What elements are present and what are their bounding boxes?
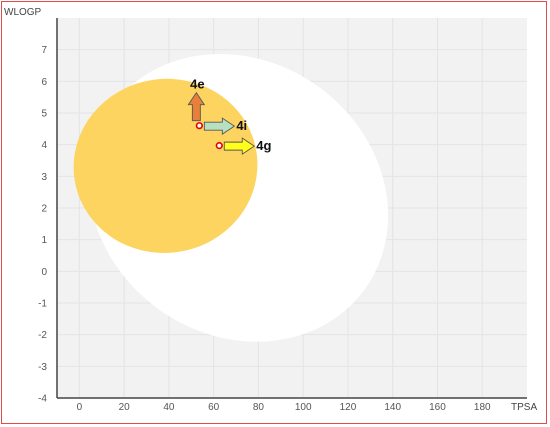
data-point: [215, 142, 223, 150]
point-label-4i: 4i: [236, 118, 247, 133]
y-tick-label: 5: [41, 109, 47, 120]
arrow-4g: [223, 137, 256, 155]
point-labels: 4e 4i 4g: [190, 77, 271, 153]
x-tick-label: 180: [474, 402, 491, 413]
x-tick-label: 100: [295, 402, 312, 413]
y-tick-label: 0: [41, 267, 47, 278]
y-tick-label: -3: [38, 362, 47, 373]
y-tick-label: -4: [38, 394, 47, 405]
y-tick-label: 6: [41, 77, 47, 88]
egg-regions: [73, 54, 389, 342]
y-tick-label: 2: [41, 204, 47, 215]
arrow-4e: [187, 91, 206, 122]
y-tick-label: 7: [41, 45, 47, 56]
y-tick-label: 4: [41, 140, 47, 151]
x-tick-label: 80: [253, 402, 265, 413]
arrow-4i: [203, 117, 236, 136]
x-tick-label: 60: [208, 402, 220, 413]
y-tick-label: 3: [41, 172, 47, 183]
x-tick-label: 20: [119, 402, 131, 413]
point-label-4g: 4g: [256, 138, 271, 153]
data-points: [195, 122, 223, 150]
point-arrows: [187, 91, 256, 155]
x-tick-label: 0: [77, 402, 83, 413]
x-tick-label: 40: [163, 402, 175, 413]
y-axis-title: WLOGP: [4, 7, 42, 18]
data-point: [195, 122, 203, 130]
x-tick-label: 160: [429, 402, 446, 413]
tick-labels: 0 20 40 60 80 100 120 140 160 180 -4 -3 -2 -1 0 1 2 3 4 5 6 7: [38, 45, 491, 413]
x-tick-label: 140: [384, 402, 401, 413]
y-tick-label: 1: [41, 235, 47, 246]
axes: [56, 18, 527, 399]
y-tick-label: -1: [38, 299, 47, 310]
y-tick-label: -2: [38, 330, 47, 341]
point-label-4e: 4e: [190, 77, 204, 92]
x-tick-label: 120: [340, 402, 357, 413]
x-axis-title: TPSA: [511, 402, 537, 413]
